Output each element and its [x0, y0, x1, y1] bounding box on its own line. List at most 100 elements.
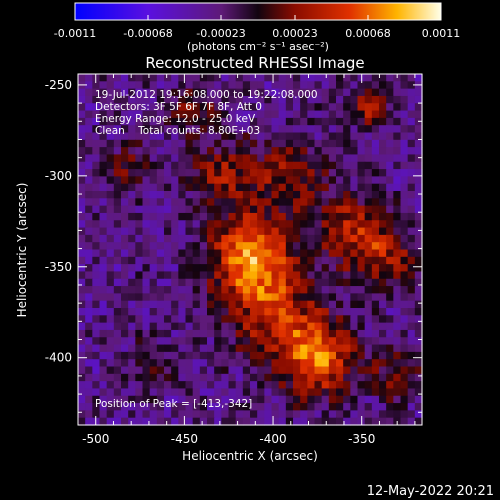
heatmap-cell: [149, 417, 158, 426]
heatmap-cell: [142, 95, 151, 104]
heatmap-cell: [414, 329, 423, 338]
heatmap-cell: [85, 154, 93, 163]
heatmap-cell: [128, 95, 136, 104]
heatmap-cell: [400, 110, 409, 119]
heatmap-cell: [264, 110, 273, 119]
heatmap-cell: [128, 417, 136, 426]
heatmap-cell: [92, 117, 101, 126]
heatmap-cell: [350, 264, 359, 273]
heatmap-cell: [364, 308, 373, 316]
heatmap-cell: [135, 366, 144, 375]
heatmap-cell: [156, 183, 165, 192]
heatmap-cell: [135, 256, 144, 265]
heatmap-cell: [207, 271, 215, 280]
heatmap-cell: [314, 256, 323, 265]
heatmap-cell: [307, 88, 316, 97]
heatmap-cell: [149, 81, 158, 90]
heatmap-cell: [336, 344, 344, 353]
heatmap-cell: [371, 381, 380, 390]
heatmap-cell: [99, 227, 108, 236]
heatmap-cell: [264, 286, 273, 294]
heatmap-cell: [336, 403, 344, 411]
heatmap-cell: [257, 271, 265, 280]
heatmap-cell: [171, 183, 179, 192]
heatmap-cell: [121, 234, 129, 243]
heatmap-cell: [300, 278, 308, 287]
heatmap-cell: [178, 322, 187, 331]
heatmap-cell: [364, 315, 373, 324]
heatmap-cell: [328, 125, 337, 134]
heatmap-cell: [106, 125, 115, 134]
heatmap-cell: [314, 264, 323, 273]
heatmap-cell: [235, 366, 244, 375]
heatmap-cell: [393, 205, 402, 214]
heatmap-cell: [371, 183, 380, 192]
heatmap-cell: [185, 271, 194, 280]
heatmap-cell: [128, 132, 136, 141]
heatmap-cell: [393, 154, 402, 163]
heatmap-cell: [85, 337, 93, 346]
heatmap-cell: [221, 329, 230, 338]
heatmap-cell: [164, 286, 172, 294]
heatmap-cell: [85, 169, 93, 177]
heatmap-cell: [293, 278, 301, 287]
heatmap-cell: [400, 161, 409, 170]
heatmap-cell: [328, 315, 337, 324]
heatmap-cell: [257, 286, 265, 294]
heatmap-cell: [149, 191, 158, 199]
heatmap-cell: [264, 417, 273, 426]
heatmap-cell: [171, 139, 179, 148]
heatmap-cell: [121, 198, 129, 207]
heatmap-cell: [278, 278, 287, 287]
heatmap-cell: [92, 381, 101, 390]
heatmap-cell: [207, 278, 215, 287]
heatmap-cell: [192, 395, 201, 404]
heatmap-cell: [121, 191, 129, 199]
heatmap-cell: [321, 88, 330, 97]
heatmap-cell: [257, 315, 265, 324]
heatmap-cell: [343, 176, 351, 185]
heatmap-cell: [164, 169, 172, 177]
heatmap-cell: [142, 161, 151, 170]
heatmap-cell: [113, 191, 122, 199]
heatmap-cell: [185, 293, 194, 302]
heatmap-cell: [78, 410, 86, 419]
heatmap-cell: [142, 322, 151, 331]
heatmap-cell: [99, 293, 108, 302]
heatmap-cell: [221, 242, 230, 251]
heatmap-cell: [78, 329, 86, 338]
heatmap-cell: [278, 169, 287, 177]
heatmap-cell: [106, 417, 115, 426]
heatmap-cell: [400, 74, 409, 82]
heatmap-cell: [250, 256, 258, 265]
heatmap-cell: [221, 300, 230, 309]
heatmap-cell: [106, 395, 115, 404]
heatmap-cell: [128, 329, 136, 338]
heatmap-cell: [228, 403, 237, 411]
heatmap-cell: [314, 329, 323, 338]
heatmap-cell: [314, 198, 323, 207]
heatmap-cell: [142, 132, 151, 141]
heatmap-cell: [328, 359, 337, 368]
heatmap-cell: [350, 205, 359, 214]
heatmap-cell: [278, 125, 287, 134]
heatmap-cell: [328, 300, 337, 309]
heatmap-cell: [328, 329, 337, 338]
heatmap-cell: [242, 139, 251, 148]
heatmap-cell: [386, 183, 394, 192]
heatmap-cell: [371, 176, 380, 185]
heatmap-cell: [242, 315, 251, 324]
heatmap-cell: [336, 110, 344, 119]
heatmap-cell: [343, 256, 351, 265]
heatmap-cell: [314, 293, 323, 302]
heatmap-cell: [171, 169, 179, 177]
colorbar-unit-label: (photons cm⁻² s⁻¹ asec⁻²): [187, 40, 329, 53]
heatmap-cell: [407, 95, 416, 104]
heatmap-cell: [379, 176, 387, 185]
detectors-annotation: Detectors: 3F 5F 6F 7F 8F, Att 0: [95, 101, 262, 113]
heatmap-cell: [142, 329, 151, 338]
heatmap-cell: [264, 388, 273, 397]
heatmap-cell: [336, 139, 344, 148]
heatmap-cell: [192, 388, 201, 397]
heatmap-cell: [235, 373, 244, 382]
